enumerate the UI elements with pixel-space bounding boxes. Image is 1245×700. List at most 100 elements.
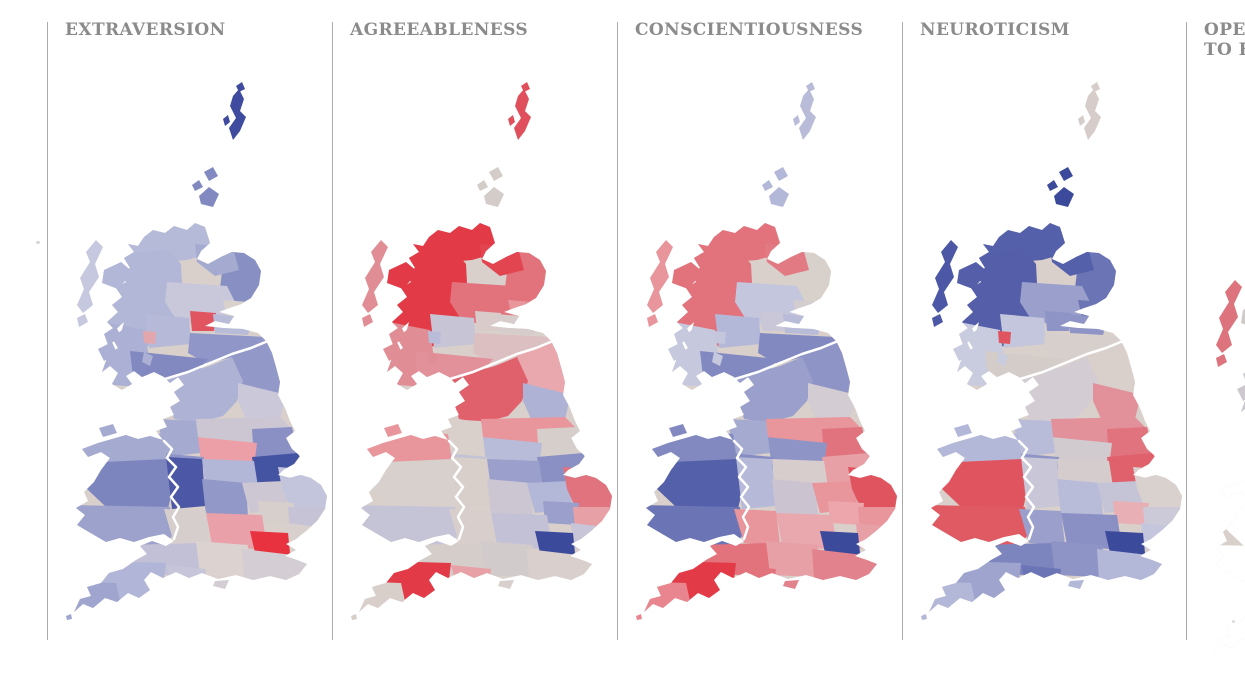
region-lancashire <box>443 419 485 457</box>
orkney-islet-west <box>477 180 488 191</box>
region-cambridge <box>828 501 864 525</box>
region-northumberland <box>1086 342 1137 397</box>
region-perthshire <box>1020 282 1092 324</box>
orkney-islands <box>769 187 789 207</box>
outer-hebrides <box>77 240 103 313</box>
isle-of-wight <box>498 580 514 589</box>
isle-of-jura <box>959 326 976 345</box>
anglesey <box>954 424 972 437</box>
orkney-islet-west <box>762 180 773 191</box>
panel-divider <box>47 22 48 640</box>
orkney-islet-north <box>489 167 503 181</box>
region-borders <box>1043 333 1125 364</box>
panel-title-agreeableness: AGREEABLENESS <box>350 20 528 40</box>
outer-hebrides-south <box>77 314 88 327</box>
isle-of-islay <box>383 342 402 361</box>
islands <box>921 82 1101 620</box>
region-wales-south <box>359 505 460 546</box>
shetland-islet-north <box>806 82 815 92</box>
orkney-islands <box>484 187 504 207</box>
uk-choropleth-map <box>66 82 327 620</box>
region-gloucester <box>449 509 495 545</box>
anglesey <box>1238 466 1245 477</box>
isle-of-jura <box>389 326 406 345</box>
region-sussex-kent <box>1097 549 1165 583</box>
isle-of-skye <box>672 262 703 289</box>
map-agreeableness <box>332 0 617 700</box>
isle-of-skye <box>957 262 988 289</box>
orkney-islet-west <box>1047 180 1058 191</box>
region-cornwall <box>359 581 405 612</box>
panel-title-extraversion: EXTRAVERSION <box>65 20 226 40</box>
anglesey <box>669 424 687 437</box>
outer-hebrides-south <box>1216 354 1227 367</box>
region-glasgow <box>715 314 761 348</box>
map-extraversion <box>47 0 332 700</box>
shetland-islet-west <box>1078 115 1085 126</box>
panel-divider <box>332 22 333 640</box>
region-lancashire <box>158 419 200 457</box>
region-essex <box>571 523 605 551</box>
map-openness <box>1186 0 1245 700</box>
shetland-islet-north <box>236 82 245 92</box>
islands <box>66 82 246 620</box>
orkney-islands <box>1054 187 1074 207</box>
region-oxford <box>1061 513 1121 549</box>
region-essex <box>1141 523 1175 551</box>
shetland-islet-west <box>508 115 515 126</box>
outer-hebrides <box>1216 280 1242 353</box>
panel-divider <box>1186 22 1187 640</box>
panel-extraversion: EXTRAVERSION <box>47 0 332 700</box>
outer-hebrides-south <box>647 314 658 327</box>
region-falkirk <box>475 311 501 331</box>
region-wales-mid <box>81 459 173 509</box>
isle-of-islay <box>953 342 972 361</box>
region-west-midlands <box>1057 479 1103 517</box>
mainland-regions <box>1213 263 1245 652</box>
scotland-england-border <box>163 339 270 381</box>
panel-title-neuroticism: NEUROTICISM <box>920 20 1070 40</box>
national-borders <box>447 339 555 541</box>
region-edinburgh <box>783 314 823 335</box>
map-conscientiousness <box>617 0 902 700</box>
panel-title-line1: AGREEABLENESS <box>350 20 529 40</box>
region-oxford <box>491 513 551 549</box>
outer-hebrides <box>362 240 388 313</box>
region-borders <box>758 333 840 364</box>
region-base <box>1213 263 1245 652</box>
map-edge-artifact-right <box>1232 620 1235 623</box>
national-borders <box>732 339 840 541</box>
shetland-islet-west <box>793 115 800 126</box>
region-cambridge <box>258 501 294 525</box>
region-sussex-kent <box>812 549 880 583</box>
outer-hebrides-south <box>362 314 373 327</box>
region-sussex-kent <box>527 549 595 583</box>
region-durham <box>238 383 284 421</box>
uk-choropleth-map <box>1205 263 1245 660</box>
panel-title-line2: TO EXPERIENCE <box>1204 40 1245 60</box>
national-borders <box>1017 339 1125 541</box>
scotland-england-border <box>733 339 840 381</box>
region-durham <box>523 383 569 421</box>
national-borders <box>162 339 270 541</box>
orkney-islet-north <box>1059 167 1073 181</box>
isle-of-islay <box>98 342 117 361</box>
region-glasgow <box>430 314 476 348</box>
region-wales-mid <box>651 459 743 509</box>
isle-of-islay <box>1237 385 1245 401</box>
region-oxford <box>776 513 836 549</box>
region-falkirk <box>760 311 786 331</box>
isle-of-skye <box>387 262 418 289</box>
isles-of-scilly <box>1205 654 1211 660</box>
isle-of-arran <box>997 352 1008 366</box>
region-edinburgh <box>498 314 538 335</box>
panel-agreeableness: AGREEABLENESS <box>332 0 617 700</box>
panel-title-line1: OPENNESS <box>1204 20 1245 40</box>
isle-of-arran <box>712 352 723 366</box>
anglesey <box>99 424 117 437</box>
region-shropshire <box>166 457 206 509</box>
orkney-islet-north <box>774 167 788 181</box>
shetland-islet-north <box>1091 82 1100 92</box>
shetland-islands <box>229 89 246 140</box>
region-glasgow-spot <box>998 331 1011 344</box>
